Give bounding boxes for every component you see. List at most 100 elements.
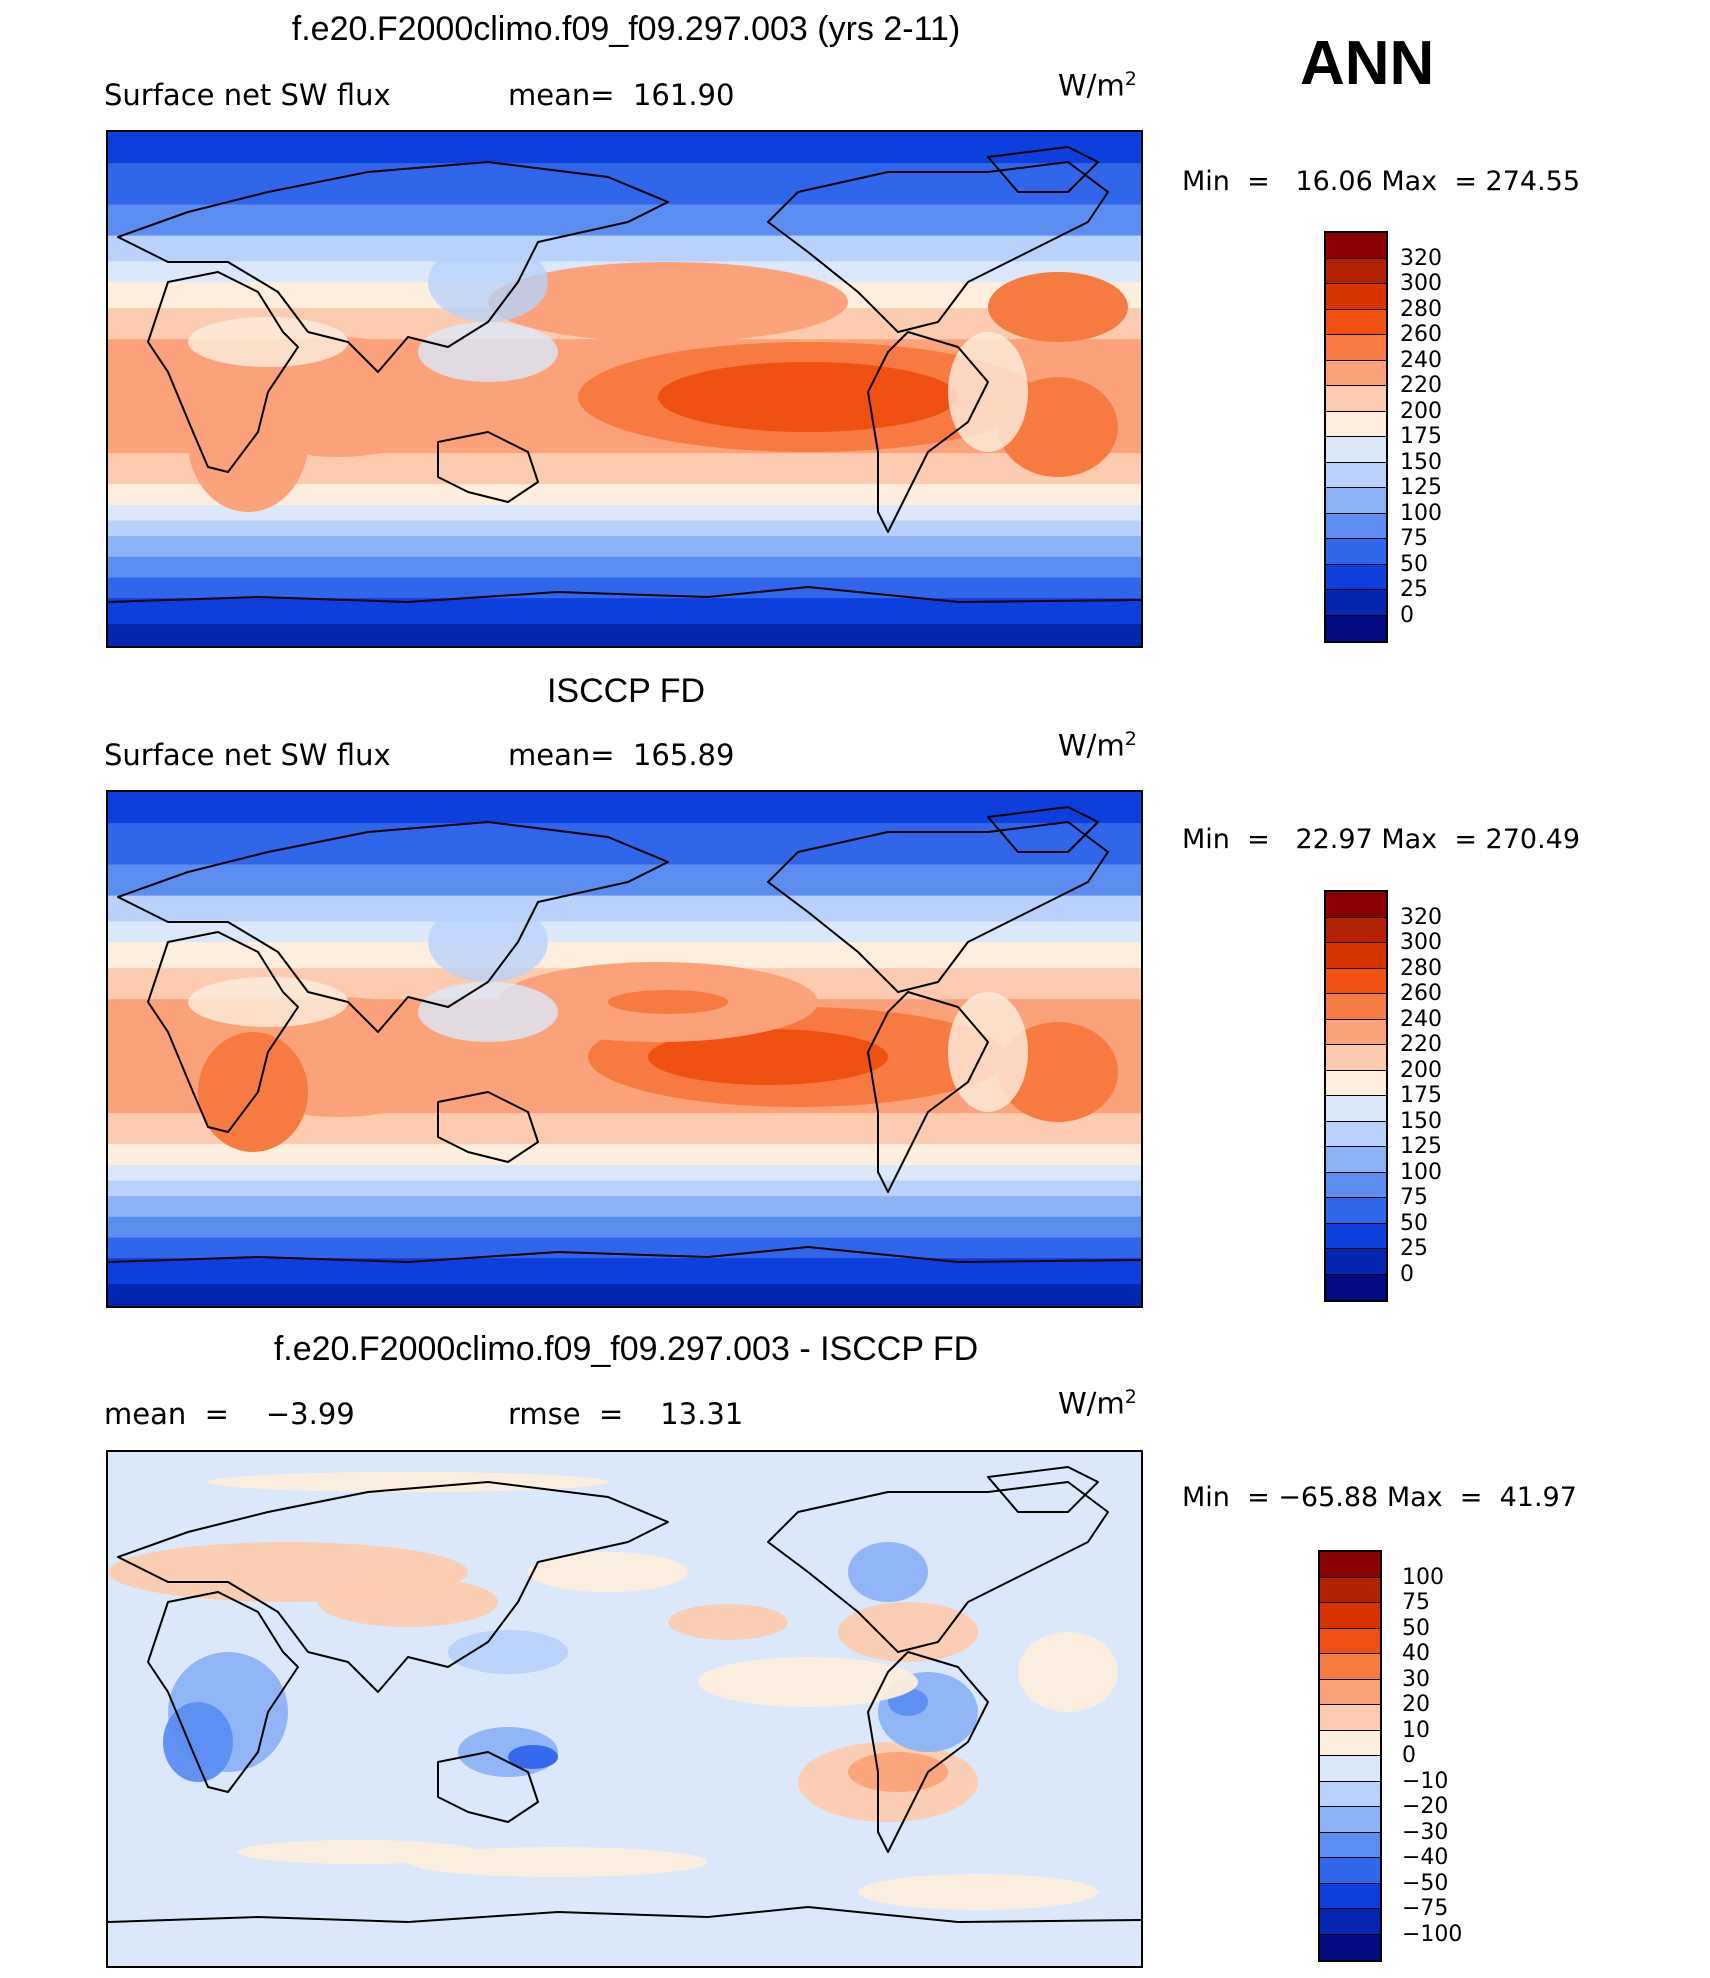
field-blob xyxy=(428,242,548,322)
colorbar-swatch xyxy=(1326,1096,1386,1122)
colorbar-swatch xyxy=(1326,386,1386,412)
field-blob xyxy=(238,1840,478,1864)
zonal-band xyxy=(108,921,1141,944)
zonal-band xyxy=(108,577,1141,600)
coastline xyxy=(437,431,539,503)
colorbar-tick-label: 260 xyxy=(1400,322,1442,347)
colorbar-swatch xyxy=(1326,1121,1386,1147)
colorbar-tick-label: 150 xyxy=(1400,449,1442,475)
field-blob xyxy=(848,1752,948,1792)
field-blob xyxy=(858,1874,1098,1910)
field-blob xyxy=(188,977,348,1027)
colorbar-tick-label: 75 xyxy=(1400,1185,1428,1210)
colorbar-tick-label: 25 xyxy=(1400,577,1428,602)
field-blob xyxy=(998,377,1118,477)
field-blob xyxy=(608,990,728,1014)
colorbar-swatch xyxy=(1326,1249,1386,1275)
coastline xyxy=(437,1751,539,1823)
map-svg-diff xyxy=(108,1452,1141,1966)
panel-1-minmax: Min = 16.06 Max = 274.55 xyxy=(1182,166,1581,197)
colorbar-tick-label: 100 xyxy=(1400,500,1442,526)
zonal-band xyxy=(108,624,1141,646)
colorbar-tick-label: 320 xyxy=(1400,245,1442,271)
colorbar-tick-label: 75 xyxy=(1402,1590,1430,1615)
field-blob xyxy=(658,362,958,432)
colorbar-swatch xyxy=(1326,462,1386,488)
colorbar-tick-label: −10 xyxy=(1402,1768,1449,1794)
colorbar-swatch xyxy=(1320,1858,1380,1884)
coastline xyxy=(117,161,669,373)
coastline xyxy=(867,991,989,1193)
colorbar-swatch xyxy=(1326,488,1386,514)
panel-2-mean: mean= 165.89 xyxy=(508,738,735,772)
colorbar-swatch xyxy=(1326,1274,1386,1300)
coastline xyxy=(867,331,989,533)
colorbar-tick-label: 0 xyxy=(1400,1261,1414,1287)
colorbar-swatch xyxy=(1326,564,1386,590)
colorbar-swatch xyxy=(1326,892,1386,918)
zonal-band xyxy=(108,556,1141,579)
zonal-band xyxy=(108,484,1141,506)
colorbar-swatch xyxy=(1326,309,1386,335)
field-blob xyxy=(668,1604,788,1640)
panel-1-mean: mean= 161.90 xyxy=(508,78,735,112)
colorbar-tick-label: 25 xyxy=(1400,1236,1428,1261)
field-blob xyxy=(428,902,548,982)
coastline xyxy=(147,1591,299,1793)
colorbar-tick-label: 125 xyxy=(1400,475,1442,500)
colorbar-swatch xyxy=(1320,1552,1380,1578)
colorbar-swatch xyxy=(1326,539,1386,565)
field-blob xyxy=(418,322,558,382)
panel-3-units: W/m2 xyxy=(1058,1386,1137,1421)
colorbar-swatch xyxy=(1320,1832,1380,1858)
zonal-band xyxy=(108,1144,1141,1166)
coastline xyxy=(767,161,1109,333)
zonal-band xyxy=(108,235,1141,263)
colorbar-tick-label: 0 xyxy=(1402,1743,1416,1768)
coastline xyxy=(987,146,1099,193)
coastline xyxy=(108,586,1141,603)
panel-2-map xyxy=(106,790,1143,1308)
colorbar-tick-label: 0 xyxy=(1400,602,1414,628)
field-blob xyxy=(998,1022,1118,1122)
field-blob xyxy=(408,1847,708,1877)
colorbar-tick-label: 20 xyxy=(1402,1692,1430,1717)
coastline xyxy=(117,1481,669,1693)
colorbar-swatch xyxy=(1326,1223,1386,1249)
colorbar-tick-label: 220 xyxy=(1400,1032,1442,1057)
colorbar-swatch xyxy=(1320,1934,1380,1960)
zonal-band xyxy=(108,1180,1141,1197)
colorbar-swatch xyxy=(1326,943,1386,969)
colorbar-boxes xyxy=(1324,890,1388,1302)
colorbar-swatch xyxy=(1320,1756,1380,1782)
map-svg-model xyxy=(108,132,1141,646)
zonal-band xyxy=(108,792,1141,825)
coastline xyxy=(867,1651,989,1853)
field-blob xyxy=(528,1552,688,1592)
colorbar-tick-label: 280 xyxy=(1400,296,1442,322)
colorbar-swatch xyxy=(1326,284,1386,310)
colorbar-tick-label: 175 xyxy=(1400,424,1442,449)
panel-2-title: ISCCP FD xyxy=(546,672,706,710)
colorbar-tick-label: −50 xyxy=(1402,1870,1449,1896)
field-blob xyxy=(188,372,308,512)
coastline xyxy=(108,1246,1141,1263)
colorbar-swatch xyxy=(1320,1883,1380,1909)
zonal-band xyxy=(108,536,1141,558)
colorbar-tick-label: −30 xyxy=(1402,1819,1449,1845)
colorbar-tick-label: 10 xyxy=(1402,1717,1430,1743)
field-blob xyxy=(988,272,1128,342)
field-blob xyxy=(1018,1632,1118,1712)
coastline xyxy=(437,1091,539,1163)
panel-2-units: W/m2 xyxy=(1058,728,1137,763)
colorbar-swatch xyxy=(1326,513,1386,539)
colorbar-tick-label: −75 xyxy=(1402,1896,1449,1921)
coastline xyxy=(108,1906,1141,1923)
colorbar-tick-label: 75 xyxy=(1400,526,1428,551)
colorbar-tick-label: 40 xyxy=(1402,1641,1430,1666)
field-blob xyxy=(698,1657,918,1707)
zonal-band xyxy=(108,864,1141,897)
field-blob xyxy=(848,1542,928,1602)
zonal-band xyxy=(108,132,1141,165)
panel-1-field-label: Surface net SW flux xyxy=(104,78,391,112)
